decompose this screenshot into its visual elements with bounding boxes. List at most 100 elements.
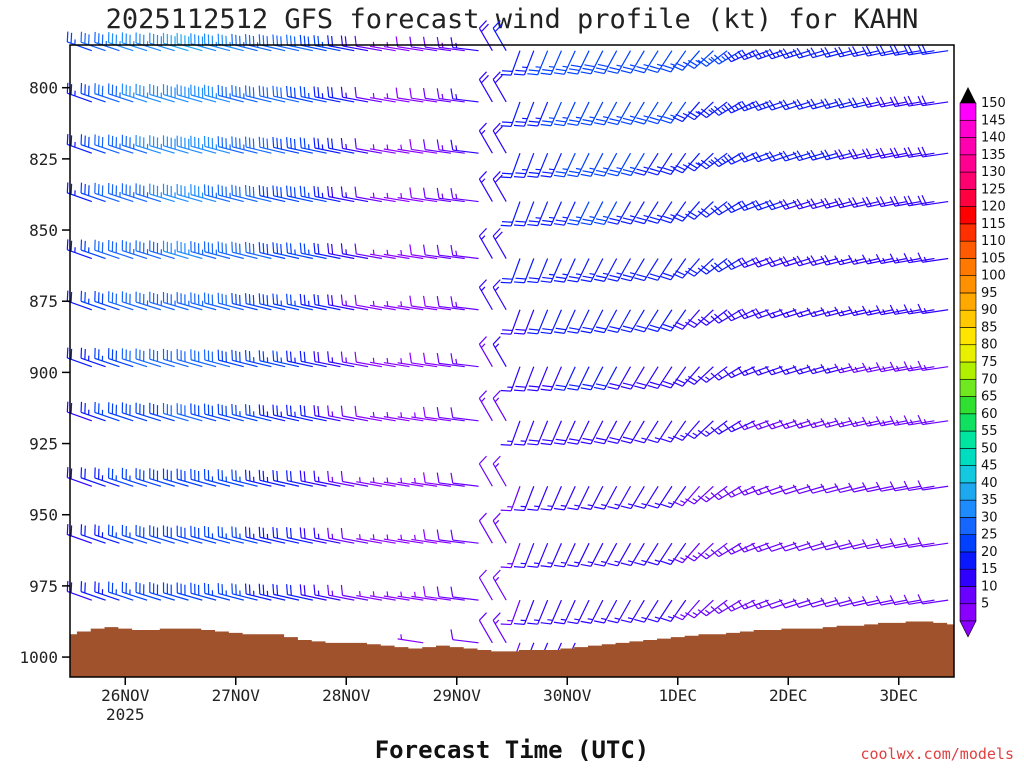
- wind-barb: [527, 486, 549, 511]
- wind-barb: [500, 366, 521, 392]
- wind-barb: [121, 32, 148, 52]
- wind-barb: [121, 134, 148, 154]
- wind-barb: [917, 44, 949, 56]
- wind-barb: [697, 366, 728, 383]
- colorbar-label: 135: [981, 148, 1006, 163]
- wind-barb: [527, 542, 549, 568]
- wind-barb: [540, 309, 562, 335]
- wind-barb: [567, 485, 590, 511]
- wind-barb: [176, 468, 203, 487]
- wind-barb: [244, 404, 272, 422]
- wind-barb: [500, 420, 521, 446]
- colorbar-label: 20: [981, 545, 998, 560]
- wind-barb: [634, 599, 659, 623]
- wind-barb: [478, 171, 493, 202]
- wind-barb: [553, 542, 576, 568]
- wind-barb: [94, 239, 120, 260]
- y-tick-label: 950: [29, 506, 58, 525]
- wind-barb: [553, 50, 576, 75]
- wind-barb: [94, 83, 120, 103]
- wind-barb: [203, 582, 231, 601]
- wind-barb: [258, 404, 286, 422]
- colorbar-swatch: [959, 534, 977, 553]
- wind-barb: [792, 99, 825, 110]
- wind-barb: [272, 526, 300, 544]
- wind-barb: [478, 227, 493, 259]
- wind-barb: [478, 569, 493, 601]
- wind-barb: [593, 542, 618, 567]
- wind-barb: [527, 258, 549, 284]
- wind-barb: [450, 244, 479, 260]
- wind-barb: [697, 101, 728, 119]
- wind-barb: [383, 300, 410, 311]
- wind-barb: [272, 136, 300, 154]
- wind-barb: [162, 240, 189, 260]
- x-tick-label: 27NOV: [212, 686, 261, 705]
- wind-barb: [492, 455, 507, 487]
- colorbar-swatch: [959, 517, 977, 535]
- wind-barb: [436, 244, 465, 260]
- wind-barb: [354, 294, 382, 311]
- x-tick-label: 26NOV: [101, 686, 150, 705]
- wind-barb: [369, 92, 396, 103]
- wind-barb: [149, 582, 175, 601]
- wind-barb: [299, 137, 327, 154]
- wind-barb: [356, 591, 382, 601]
- wind-barb: [553, 309, 576, 334]
- wind-barb: [737, 420, 769, 431]
- wind-barb: [395, 87, 424, 103]
- wind-barb: [607, 599, 632, 624]
- wind-barb: [231, 241, 258, 260]
- wind-barb: [340, 86, 369, 103]
- colorbar-swatch: [959, 240, 977, 259]
- wind-barb: [697, 152, 728, 170]
- wind-barb: [66, 524, 93, 544]
- wind-barb: [697, 542, 728, 560]
- colorbar-swatch: [959, 189, 977, 207]
- wind-barb: [710, 420, 742, 435]
- wind-barb: [244, 241, 272, 260]
- wind-barb: [203, 525, 231, 544]
- wind-barb: [258, 526, 286, 544]
- wind-barb: [620, 309, 645, 333]
- wind-barb: [500, 152, 521, 179]
- wind-barb: [176, 135, 203, 154]
- wind-barb: [107, 239, 134, 260]
- credit-text[interactable]: coolwx.com/models: [860, 745, 1014, 763]
- wind-barb: [737, 100, 769, 112]
- wind-barb: [203, 292, 231, 311]
- wind-barb: [107, 581, 134, 601]
- wind-barb: [369, 249, 396, 260]
- wind-barb: [217, 184, 244, 203]
- wind-barb: [593, 420, 618, 445]
- wind-barb: [121, 240, 148, 260]
- wind-barb: [553, 599, 576, 625]
- wind-barb: [436, 472, 465, 487]
- wind-barb: [121, 183, 148, 203]
- x-axis: 26NOV 27NOV 28NOV 29NOV 30NOV 1DEC 2DEC 3DEC 202…: [101, 677, 918, 724]
- wind-barb: [685, 366, 714, 385]
- wind-barb: [685, 258, 714, 277]
- wind-barb: [527, 309, 549, 335]
- wind-barb: [620, 201, 645, 225]
- wind-barb: [672, 309, 701, 330]
- x-tick-label: 3DEC: [879, 686, 918, 705]
- wind-barb: [66, 467, 93, 487]
- wind-barb: [286, 470, 313, 487]
- wind-barb: [593, 50, 618, 75]
- wind-barb: [580, 309, 604, 334]
- wind-barb: [593, 258, 618, 282]
- wind-barb: [478, 455, 493, 487]
- wind-barb: [436, 296, 465, 311]
- wind-barb: [121, 83, 148, 103]
- wind-barb: [354, 243, 382, 260]
- wind-barb: [436, 187, 465, 203]
- wind-barb: [313, 351, 341, 368]
- wind-barb: [765, 419, 797, 430]
- wind-barb: [121, 402, 148, 422]
- wind-barb: [500, 50, 521, 76]
- wind-barb: [80, 581, 106, 601]
- colorbar-swatch: [959, 448, 977, 466]
- wind-barb: [580, 599, 604, 624]
- wind-barb: [327, 186, 355, 203]
